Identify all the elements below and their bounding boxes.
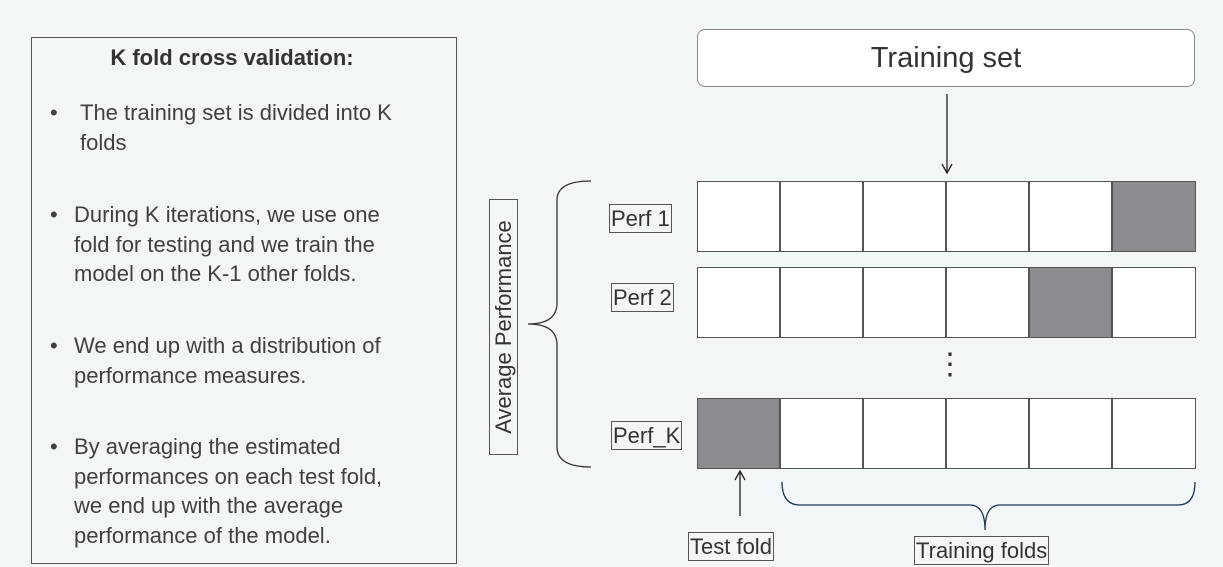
average-performance-text: Average Performance (490, 220, 516, 434)
training-fold-cell (780, 267, 863, 338)
training-fold-cell (863, 267, 946, 338)
average-performance-label: Average Performance (489, 199, 518, 455)
bullet-line: performance of the model. (74, 522, 331, 548)
perf-label: Perf 2 (611, 283, 674, 312)
panel-title: K fold cross validation: (110, 45, 354, 70)
bullet-dot: • (50, 434, 58, 459)
training-fold-cell (1029, 398, 1112, 469)
training-fold-cell (1112, 267, 1196, 338)
bullet-line: we end up with the average (74, 493, 344, 518)
training-fold-cell (1029, 181, 1112, 252)
training-fold-cell (863, 181, 946, 252)
perf-label: Perf 1 (609, 204, 672, 233)
bullet-line: fold for testing and we train the (74, 231, 375, 257)
test-fold-cell (1029, 267, 1112, 338)
training-fold-cell (1112, 398, 1196, 469)
ellipsis-icon: ⋮ (935, 348, 965, 381)
training-fold-cell (946, 267, 1029, 338)
bullet-line: performance measures. (74, 362, 307, 388)
training-set-box: Training set (697, 29, 1195, 87)
training-fold-cell (780, 181, 863, 252)
average-brace (527, 180, 592, 468)
training-fold-cell (697, 267, 780, 338)
test-fold-arrow-head (734, 469, 746, 481)
bullet-item: • The training set is divided into K fol… (50, 98, 392, 157)
bullet-dot: • (50, 202, 58, 227)
bullet-line: performances on each test fold, (74, 463, 383, 489)
perf-label: Perf_K (611, 421, 683, 450)
training-set-label: Training set (870, 41, 1022, 74)
bullet-dot: • (50, 100, 58, 125)
bullet-item: • By averaging the estimated performance… (50, 432, 383, 550)
training-fold-cell (697, 181, 780, 252)
fold-row (697, 267, 1197, 338)
fold-row (697, 181, 1197, 252)
training-folds-label: Training folds (914, 536, 1050, 565)
explanation-panel: K fold cross validation: • The training … (31, 37, 457, 564)
bullet-item: • We end up with a distribution of perfo… (50, 331, 381, 390)
bullet-line: We end up with a distribution of (74, 333, 381, 358)
training-fold-cell (946, 398, 1029, 469)
training-folds-brace (781, 481, 1196, 531)
bullet-dot: • (50, 333, 58, 358)
bullet-line: The training set is divided into K (80, 100, 392, 125)
down-arrow-head (941, 163, 953, 175)
test-fold-label: Test fold (688, 532, 774, 561)
bullet-line: folds (80, 129, 127, 155)
test-fold-cell (1112, 181, 1196, 252)
test-fold-cell (697, 398, 780, 469)
training-fold-cell (863, 398, 946, 469)
bullet-line: By averaging the estimated (74, 434, 341, 459)
bullet-line: During K iterations, we use one (74, 202, 380, 227)
bullet-item: • During K iterations, we use one fold f… (50, 200, 380, 289)
training-fold-cell (780, 398, 863, 469)
training-fold-cell (946, 181, 1029, 252)
fold-row (697, 398, 1197, 469)
bullet-line: model on the K-1 other folds. (74, 261, 357, 286)
